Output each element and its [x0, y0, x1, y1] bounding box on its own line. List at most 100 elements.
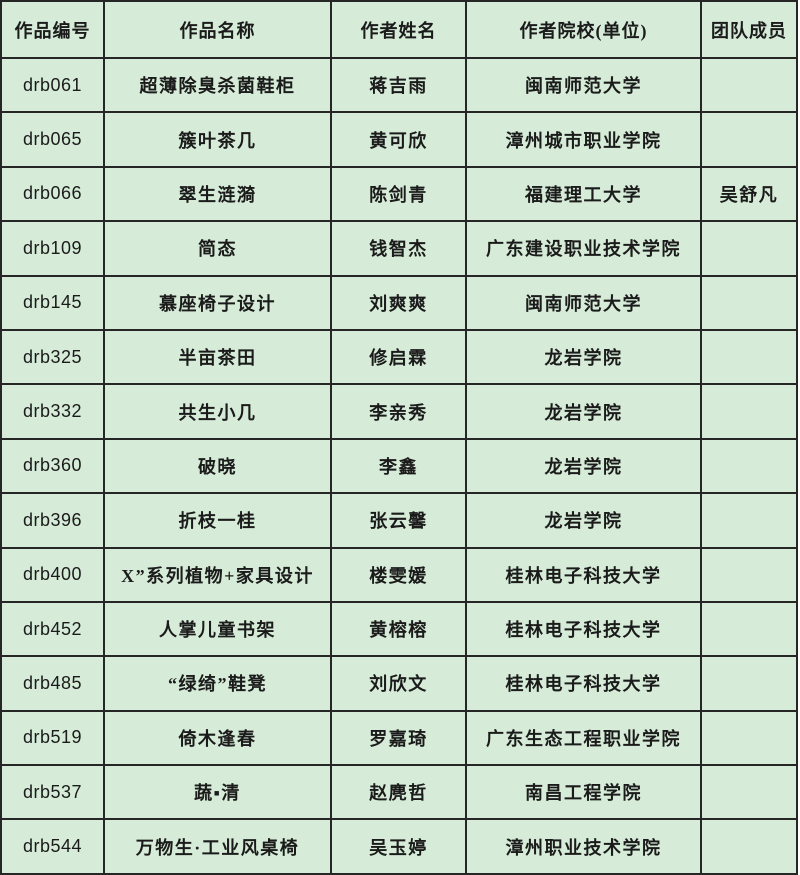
cell-team [700, 818, 798, 875]
cell-work-title: 超薄除臭杀菌鞋柜 [103, 56, 332, 114]
table-row: drb061 超薄除臭杀菌鞋柜 蒋吉雨 闽南师范大学 [0, 56, 798, 114]
cell-team [700, 600, 798, 658]
cell-work-id: drb544 [0, 818, 105, 875]
cell-author: 刘爽爽 [330, 274, 467, 331]
cell-author: 李亲秀 [330, 383, 467, 440]
cell-school: 广东建设职业技术学院 [465, 220, 702, 277]
cell-school: 龙岩学院 [465, 492, 702, 549]
cell-author: 李鑫 [330, 437, 467, 495]
table-row: drb537 蔬▪清 赵麂哲 南昌工程学院 [0, 764, 798, 821]
table-row: drb400 X”系列植物+家具设计 楼雯媛 桂林电子科技大学 [0, 546, 798, 603]
cell-work-id: drb360 [0, 437, 105, 495]
cell-work-title: X”系列植物+家具设计 [103, 546, 332, 603]
table-row: drb544 万物生·工业风桌椅 吴玉婷 漳州职业技术学院 [0, 818, 798, 875]
cell-author: 蒋吉雨 [330, 56, 467, 114]
cell-work-title: 折枝一桂 [103, 492, 332, 549]
cell-work-title: 简态 [103, 220, 332, 277]
cell-team [700, 437, 798, 495]
cell-work-id: drb396 [0, 492, 105, 549]
cell-work-id: drb061 [0, 56, 105, 114]
cell-work-id: drb065 [0, 111, 105, 168]
table-header: 作品编号 作品名称 作者姓名 作者院校(单位) 团队成员 [0, 0, 798, 59]
table-row: drb452 人掌儿童书架 黄榕榕 桂林电子科技大学 [0, 600, 798, 658]
cell-author: 黄可欣 [330, 111, 467, 168]
cell-work-title: “绿绮”鞋凳 [103, 655, 332, 712]
cell-work-id: drb400 [0, 546, 105, 603]
table-row: drb519 倚木逢春 罗嘉琦 广东生态工程职业学院 [0, 709, 798, 767]
cell-author: 赵麂哲 [330, 764, 467, 821]
cell-work-title: 倚木逢春 [103, 709, 332, 767]
cell-team [700, 328, 798, 386]
table-row: drb332 共生小几 李亲秀 龙岩学院 [0, 383, 798, 440]
table-row: drb360 破晓 李鑫 龙岩学院 [0, 437, 798, 495]
cell-work-id: drb325 [0, 328, 105, 386]
cell-work-id: drb537 [0, 764, 105, 821]
cell-team [700, 111, 798, 168]
cell-work-title: 共生小几 [103, 383, 332, 440]
cell-school: 桂林电子科技大学 [465, 655, 702, 712]
cell-work-id: drb109 [0, 220, 105, 277]
cell-author: 黄榕榕 [330, 600, 467, 658]
column-header-school: 作者院校(单位) [465, 0, 702, 59]
cell-school: 福建理工大学 [465, 165, 702, 223]
cell-work-id: drb452 [0, 600, 105, 658]
cell-school: 漳州职业技术学院 [465, 818, 702, 875]
cell-team [700, 546, 798, 603]
cell-work-title: 人掌儿童书架 [103, 600, 332, 658]
cell-author: 钱智杰 [330, 220, 467, 277]
cell-team [700, 655, 798, 712]
cell-team [700, 709, 798, 767]
cell-author: 张云馨 [330, 492, 467, 549]
cell-school: 龙岩学院 [465, 328, 702, 386]
cell-work-title: 半亩茶田 [103, 328, 332, 386]
cell-work-title: 簇叶茶几 [103, 111, 332, 168]
cell-school: 闽南师范大学 [465, 56, 702, 114]
cell-school: 龙岩学院 [465, 437, 702, 495]
table-row: drb145 慕座椅子设计 刘爽爽 闽南师范大学 [0, 274, 798, 331]
table-row: drb396 折枝一桂 张云馨 龙岩学院 [0, 492, 798, 549]
cell-team [700, 383, 798, 440]
cell-team: 吴舒凡 [700, 165, 798, 223]
table-row: drb065 簇叶茶几 黄可欣 漳州城市职业学院 [0, 111, 798, 168]
cell-team [700, 764, 798, 821]
table-body: drb061 超薄除臭杀菌鞋柜 蒋吉雨 闽南师范大学 drb065 簇叶茶几 黄… [0, 56, 798, 875]
cell-author: 楼雯媛 [330, 546, 467, 603]
cell-team [700, 492, 798, 549]
cell-school: 漳州城市职业学院 [465, 111, 702, 168]
column-header-author: 作者姓名 [330, 0, 467, 59]
column-header-work-name: 作品名称 [103, 0, 332, 59]
column-header-work-id: 作品编号 [0, 0, 105, 59]
cell-author: 修启霖 [330, 328, 467, 386]
cell-work-id: drb145 [0, 274, 105, 331]
cell-work-id: drb519 [0, 709, 105, 767]
cell-author: 陈剑青 [330, 165, 467, 223]
table-row: drb109 简态 钱智杰 广东建设职业技术学院 [0, 220, 798, 277]
cell-work-title: 慕座椅子设计 [103, 274, 332, 331]
table-row: drb485 “绿绮”鞋凳 刘欣文 桂林电子科技大学 [0, 655, 798, 712]
table-row: drb066 翠生涟漪 陈剑青 福建理工大学 吴舒凡 [0, 165, 798, 223]
cell-team [700, 220, 798, 277]
cell-author: 罗嘉琦 [330, 709, 467, 767]
cell-school: 桂林电子科技大学 [465, 546, 702, 603]
cell-work-id: drb485 [0, 655, 105, 712]
cell-school: 闽南师范大学 [465, 274, 702, 331]
cell-school: 桂林电子科技大学 [465, 600, 702, 658]
cell-work-id: drb332 [0, 383, 105, 440]
cell-author: 刘欣文 [330, 655, 467, 712]
cell-team [700, 56, 798, 114]
cell-team [700, 274, 798, 331]
cell-work-id: drb066 [0, 165, 105, 223]
cell-work-title: 万物生·工业风桌椅 [103, 818, 332, 875]
header-row: 作品编号 作品名称 作者姓名 作者院校(单位) 团队成员 [0, 0, 798, 59]
column-header-team: 团队成员 [700, 0, 798, 59]
cell-school: 龙岩学院 [465, 383, 702, 440]
cell-work-title: 蔬▪清 [103, 764, 332, 821]
cell-work-title: 破晓 [103, 437, 332, 495]
cell-school: 广东生态工程职业学院 [465, 709, 702, 767]
cell-school: 南昌工程学院 [465, 764, 702, 821]
table-row: drb325 半亩茶田 修启霖 龙岩学院 [0, 328, 798, 386]
cell-work-title: 翠生涟漪 [103, 165, 332, 223]
cell-author: 吴玉婷 [330, 818, 467, 875]
